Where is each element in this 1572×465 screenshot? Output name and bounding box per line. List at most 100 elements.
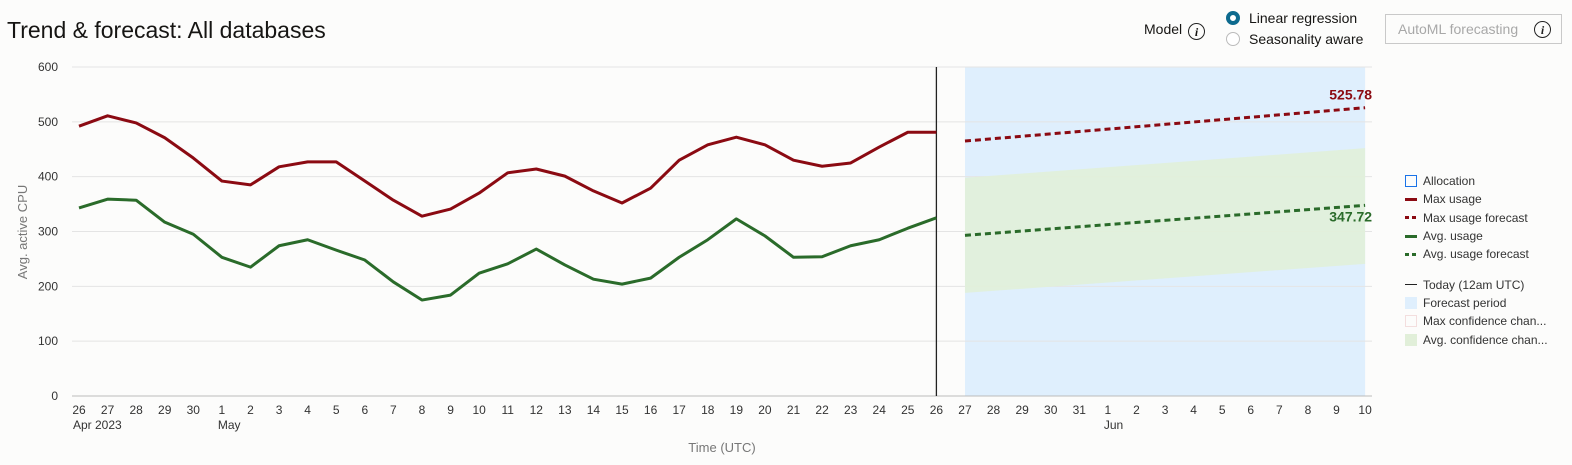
legend-label: Allocation: [1423, 174, 1476, 189]
x-tick-label: 10: [472, 403, 486, 417]
x-tick-label: 10: [1358, 403, 1372, 417]
legend-swatch: [1405, 252, 1417, 256]
chart-legend: Allocation Max usage Max usage forecast Avg…: [1405, 172, 1548, 349]
legend-swatch: [1405, 333, 1417, 346]
x-tick-label: 6: [361, 403, 368, 417]
legend-item[interactable]: Forecast period: [1405, 294, 1548, 312]
x-tick-label: 15: [615, 403, 629, 417]
legend-item[interactable]: Allocation: [1405, 172, 1548, 190]
x-tick-label: 27: [958, 403, 972, 417]
x-tick-label: 11: [501, 403, 514, 417]
legend-label: Today (12am UTC): [1423, 277, 1525, 292]
x-tick-label: 24: [873, 403, 887, 417]
x-tick-label: 3: [276, 403, 283, 417]
x-tick-label: 28: [129, 403, 143, 417]
x-tick-label: 14: [587, 403, 601, 417]
forecast-line-avg-usage-forecast: [964, 203, 1366, 237]
radio-linear-regression[interactable]: Linear regression: [1226, 10, 1357, 26]
x-tick-label: 6: [1247, 403, 1254, 417]
x-tick-label: 26: [72, 403, 86, 417]
y-tick-label: 300: [38, 225, 58, 239]
x-tick-label: 1: [1105, 403, 1112, 417]
x-tick-label: 29: [1015, 403, 1029, 417]
x-tick-label: 4: [304, 403, 311, 417]
series-line-avg-usage: [78, 197, 937, 302]
x-tick-label: 19: [730, 403, 744, 417]
x-tick-label: 7: [390, 403, 397, 417]
radio-label: Seasonality aware: [1249, 31, 1364, 47]
legend-swatch: [1405, 315, 1417, 328]
x-tick-label: 13: [558, 403, 572, 417]
x-tick-label: 16: [644, 403, 658, 417]
radio-label: Linear regression: [1249, 10, 1358, 26]
x-tick-label: 30: [1044, 403, 1058, 417]
y-tick-label: 0: [51, 389, 58, 403]
x-tick-label: 18: [701, 403, 715, 417]
legend-swatch: [1405, 283, 1417, 286]
x-tick-label: 5: [333, 403, 340, 417]
x-tick-label: 26: [930, 403, 944, 417]
legend-item[interactable]: Avg. usage: [1405, 227, 1548, 245]
y-tick-label: 400: [38, 170, 58, 184]
legend-item[interactable]: Avg. usage forecast: [1405, 245, 1548, 263]
x-tick-label: 21: [787, 403, 801, 417]
y-tick-label: 600: [38, 60, 58, 74]
legend-item[interactable]: Max usage: [1405, 190, 1548, 208]
x-tick-label: 27: [101, 403, 115, 417]
x-tick-label: 9: [447, 403, 454, 417]
button-label: AutoML forecasting: [1398, 21, 1519, 37]
radio-unselected-icon[interactable]: [1226, 32, 1240, 46]
info-icon[interactable]: i: [1188, 23, 1205, 40]
x-sub-label: May: [218, 418, 241, 432]
x-tick-label: 12: [530, 403, 544, 417]
legend-swatch: [1405, 234, 1417, 238]
legend-label: Max usage forecast: [1423, 210, 1528, 225]
legend-label: Forecast period: [1423, 295, 1507, 310]
automl-forecasting-button[interactable]: AutoML forecasting i: [1385, 14, 1562, 44]
y-axis-label: Avg. active CPU: [15, 185, 30, 279]
legend-label: Avg. usage: [1423, 229, 1483, 244]
legend-item[interactable]: Max confidence chan...: [1405, 312, 1548, 330]
x-tick-label: 2: [1133, 403, 1140, 417]
radio-selected-icon[interactable]: [1226, 11, 1240, 25]
legend-label: Avg. usage forecast: [1423, 247, 1529, 262]
legend-swatch: [1405, 296, 1417, 309]
series-line-max-usage: [78, 114, 937, 218]
legend-item[interactable]: Max usage forecast: [1405, 209, 1548, 227]
x-tick-label: 29: [158, 403, 172, 417]
x-tick-label: 3: [1162, 403, 1169, 417]
legend-label: Avg. confidence chan...: [1423, 332, 1548, 347]
legend-label: Max usage: [1423, 192, 1482, 207]
model-label: Model: [1144, 21, 1183, 37]
legend-swatch: [1405, 175, 1417, 188]
x-tick-label: 25: [901, 403, 915, 417]
x-tick-label: 20: [758, 403, 772, 417]
legend-item[interactable]: Avg. confidence chan...: [1405, 330, 1548, 348]
x-tick-label: 8: [419, 403, 426, 417]
x-axis-label: Time (UTC): [688, 440, 755, 455]
x-sub-label: Apr 2023: [73, 418, 122, 432]
forecast-end-label: 525.78: [1329, 87, 1372, 103]
y-tick-label: 200: [38, 279, 58, 293]
x-tick-label: 30: [187, 403, 201, 417]
info-icon[interactable]: i: [1534, 20, 1551, 38]
x-tick-label: 2: [247, 403, 254, 417]
forecast-end-label: 347.72: [1329, 208, 1372, 224]
legend-label: Max confidence chan...: [1423, 314, 1547, 329]
legend-item[interactable]: Today (12am UTC): [1405, 275, 1548, 293]
forecast-line-max-usage-forecast: [964, 106, 1366, 143]
legend-swatch: [1405, 197, 1417, 201]
x-tick-label: 23: [844, 403, 858, 417]
x-tick-label: 1: [219, 403, 226, 417]
x-tick-label: 28: [987, 403, 1001, 417]
x-tick-label: 22: [815, 403, 829, 417]
x-tick-label: 8: [1305, 403, 1312, 417]
y-tick-label: 500: [38, 115, 58, 129]
page-title: Trend & forecast: All databases: [7, 17, 326, 43]
x-tick-label: 5: [1219, 403, 1226, 417]
radio-seasonality-aware[interactable]: Seasonality aware: [1226, 31, 1363, 47]
x-tick-label: 9: [1333, 403, 1340, 417]
x-tick-label: 31: [1073, 403, 1087, 417]
x-tick-label: 17: [673, 403, 687, 417]
